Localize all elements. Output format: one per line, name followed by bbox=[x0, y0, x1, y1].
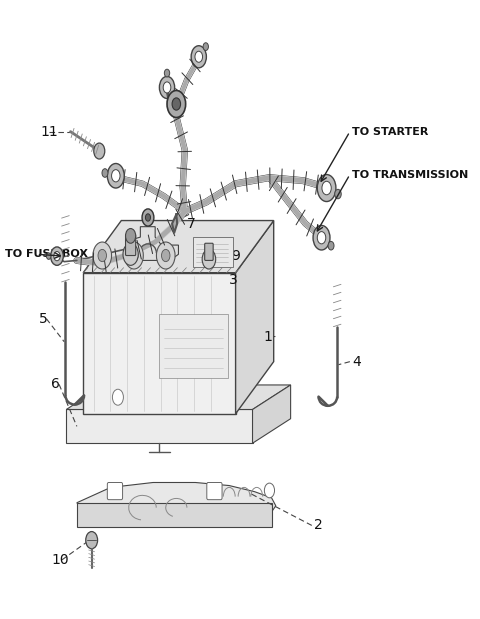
Circle shape bbox=[191, 46, 206, 68]
Circle shape bbox=[54, 251, 60, 261]
Circle shape bbox=[145, 214, 151, 221]
Circle shape bbox=[47, 253, 51, 259]
Text: 7: 7 bbox=[187, 217, 196, 231]
Circle shape bbox=[317, 232, 326, 244]
Polygon shape bbox=[66, 410, 252, 443]
Polygon shape bbox=[83, 220, 274, 273]
Polygon shape bbox=[66, 385, 290, 410]
Circle shape bbox=[98, 249, 107, 262]
Circle shape bbox=[130, 249, 138, 262]
Polygon shape bbox=[128, 227, 179, 261]
Circle shape bbox=[172, 98, 180, 110]
Circle shape bbox=[111, 170, 120, 182]
Circle shape bbox=[159, 76, 175, 98]
Polygon shape bbox=[236, 220, 274, 413]
Circle shape bbox=[93, 242, 111, 269]
Text: TO FUSE BOX: TO FUSE BOX bbox=[5, 249, 88, 259]
Text: TO TRANSMISSION: TO TRANSMISSION bbox=[352, 170, 468, 180]
Text: 8: 8 bbox=[170, 91, 179, 105]
FancyBboxPatch shape bbox=[126, 235, 136, 256]
Text: 9: 9 bbox=[231, 248, 240, 262]
Circle shape bbox=[86, 532, 97, 548]
Circle shape bbox=[50, 247, 63, 266]
FancyBboxPatch shape bbox=[207, 482, 222, 500]
Circle shape bbox=[313, 225, 330, 250]
FancyBboxPatch shape bbox=[193, 236, 233, 267]
Circle shape bbox=[123, 243, 138, 266]
Text: 11: 11 bbox=[41, 124, 59, 139]
Polygon shape bbox=[83, 273, 236, 413]
Circle shape bbox=[125, 242, 144, 269]
Text: 10: 10 bbox=[51, 553, 69, 567]
Text: 1: 1 bbox=[263, 330, 272, 344]
Circle shape bbox=[335, 189, 341, 199]
Text: 5: 5 bbox=[39, 312, 48, 326]
FancyBboxPatch shape bbox=[108, 482, 122, 500]
FancyBboxPatch shape bbox=[158, 314, 228, 378]
Circle shape bbox=[126, 228, 136, 243]
Circle shape bbox=[317, 175, 336, 202]
Circle shape bbox=[94, 143, 105, 159]
Circle shape bbox=[156, 242, 175, 269]
Circle shape bbox=[161, 249, 170, 262]
Circle shape bbox=[108, 163, 124, 188]
Circle shape bbox=[264, 483, 275, 498]
Text: TO STARTER: TO STARTER bbox=[352, 127, 428, 137]
Circle shape bbox=[164, 69, 170, 77]
FancyBboxPatch shape bbox=[204, 243, 213, 261]
Polygon shape bbox=[77, 503, 272, 527]
Text: 4: 4 bbox=[352, 355, 361, 369]
Circle shape bbox=[167, 90, 186, 118]
Circle shape bbox=[163, 82, 171, 93]
Text: 2: 2 bbox=[314, 519, 323, 532]
Polygon shape bbox=[77, 482, 276, 521]
Circle shape bbox=[195, 51, 203, 63]
Circle shape bbox=[142, 209, 154, 226]
Circle shape bbox=[322, 181, 331, 195]
Circle shape bbox=[202, 249, 216, 269]
Circle shape bbox=[102, 169, 108, 177]
Text: 6: 6 bbox=[51, 378, 60, 391]
Circle shape bbox=[112, 389, 123, 405]
Polygon shape bbox=[252, 385, 290, 443]
Circle shape bbox=[203, 43, 208, 51]
Text: 3: 3 bbox=[229, 273, 238, 287]
Circle shape bbox=[328, 241, 334, 250]
